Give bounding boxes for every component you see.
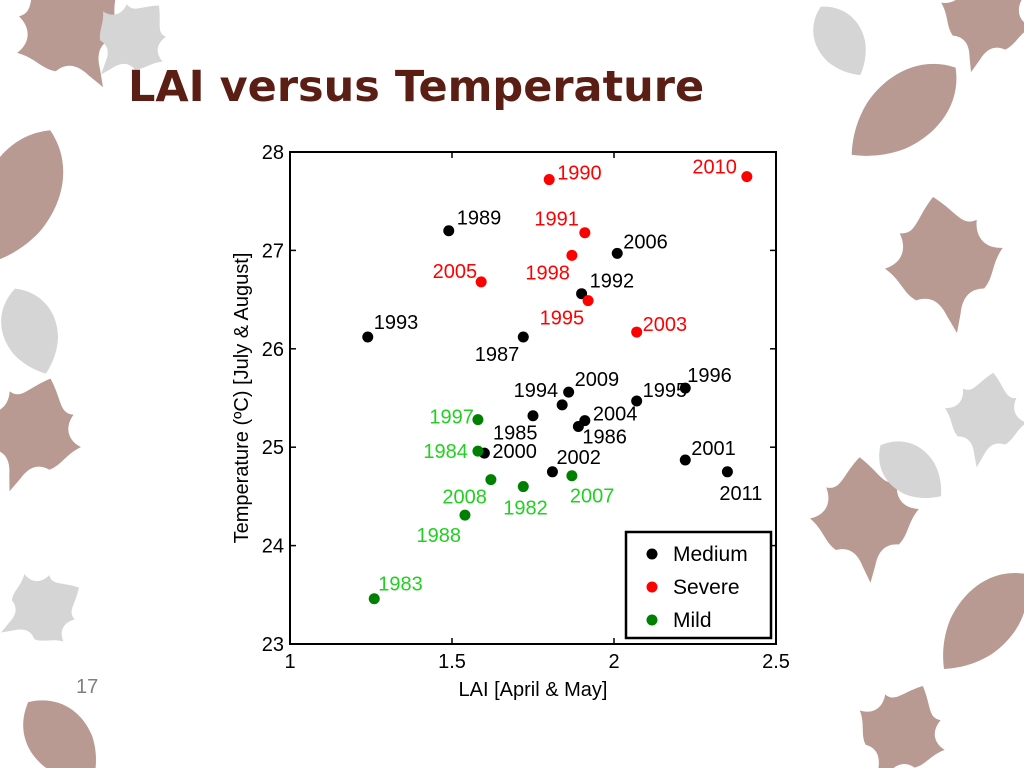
- leaf-decoration: [834, 666, 966, 768]
- point-label: 1994: [514, 380, 559, 402]
- point-label: 2001: [691, 438, 736, 460]
- legend-entry: Severe: [673, 576, 740, 599]
- leaf-decoration: [920, 554, 1024, 689]
- data-point: [679, 382, 691, 394]
- point-label: 2004: [593, 404, 638, 426]
- point-label: 1991: [534, 209, 579, 231]
- data-point: [517, 331, 529, 343]
- point-label: 1985: [493, 423, 538, 445]
- data-point: [362, 331, 374, 343]
- y-tick-label: 27: [262, 240, 284, 262]
- point-label: 2010: [692, 157, 737, 179]
- y-tick-label: 26: [262, 339, 284, 361]
- slide-title: LAI versus Temperature: [128, 62, 705, 112]
- data-point: [631, 395, 643, 407]
- data-point: [582, 295, 594, 307]
- slide-number: 17: [76, 676, 99, 698]
- data-point: [527, 410, 539, 422]
- data-point: [459, 509, 471, 521]
- point-label: 1989: [457, 208, 502, 230]
- data-point: [679, 454, 691, 466]
- y-tick-label: 28: [262, 142, 284, 164]
- leaf-decoration: [874, 186, 1016, 344]
- legend-marker: [646, 548, 658, 560]
- leaf-decoration: [4, 682, 117, 768]
- point-label: 1993: [374, 312, 419, 334]
- data-point: [566, 470, 578, 482]
- point-label: 2011: [719, 483, 762, 505]
- scatter-chart: 1 1.5 2 2.5 23 24 25 26 27 28 LAI [April & May] Tem…: [231, 142, 790, 701]
- point-label: 1992: [590, 271, 635, 293]
- data-point: [472, 445, 484, 457]
- leaf-decoration: [0, 553, 99, 667]
- legend-entry: Mild: [673, 609, 712, 632]
- y-axis-label: Temperature (ºC) [July & August]: [231, 253, 253, 544]
- point-label: 1995: [540, 308, 585, 330]
- point-label: 2009: [575, 369, 620, 391]
- y-tick-label: 25: [262, 437, 284, 459]
- legend-entry: Medium: [673, 543, 748, 566]
- data-point: [611, 247, 623, 259]
- data-point: [563, 386, 575, 398]
- point-label: 1997: [429, 407, 474, 429]
- data-point: [721, 466, 733, 478]
- point-label: 1984: [423, 441, 468, 463]
- x-tick-label: 1.5: [438, 651, 466, 673]
- data-point: [472, 414, 484, 426]
- point-label: 2003: [643, 314, 688, 336]
- leaf-decoration: [0, 279, 72, 383]
- leaf-decoration: [935, 365, 1024, 475]
- leaf-decoration: [0, 360, 100, 510]
- data-point: [368, 593, 380, 605]
- x-tick-label: 1: [284, 651, 295, 673]
- point-label: 1990: [557, 163, 602, 185]
- point-label: 1996: [687, 365, 732, 387]
- data-point: [517, 481, 529, 493]
- y-tick-label: 24: [262, 536, 284, 558]
- point-label: 1982: [503, 498, 548, 520]
- point-label: 2000: [492, 441, 537, 463]
- point-label: 2005: [433, 261, 478, 283]
- data-point: [579, 227, 591, 239]
- leaf-decoration: [0, 114, 84, 280]
- leaf-decoration: [800, 0, 881, 87]
- point-label: 1983: [378, 574, 423, 596]
- chart-panel: 1 1.5 2 2.5 23 24 25 26 27 28 LAI [April & May] Tem…: [226, 130, 806, 715]
- point-label: 2008: [442, 487, 487, 509]
- data-point: [631, 326, 643, 338]
- x-axis-label: LAI [April & May]: [459, 679, 608, 701]
- x-tick-label: 2.5: [762, 651, 790, 673]
- x-tick-label: 2: [608, 651, 619, 673]
- data-point: [576, 288, 588, 300]
- data-point: [572, 421, 584, 433]
- point-label: 2002: [556, 447, 601, 469]
- y-tick-label: 23: [262, 634, 284, 656]
- point-label: 1986: [582, 427, 627, 449]
- data-point: [485, 474, 497, 486]
- point-label: 1988: [416, 525, 461, 547]
- point-label: 2006: [623, 231, 668, 253]
- point-label: 1995: [643, 380, 688, 402]
- data-point: [556, 399, 568, 411]
- point-label: 2007: [570, 486, 615, 508]
- data-point: [543, 174, 555, 186]
- data-point: [741, 171, 753, 183]
- data-point: [566, 249, 578, 261]
- legend-marker: [646, 581, 658, 593]
- point-label: 1987: [475, 344, 520, 366]
- data-point: [546, 466, 558, 478]
- point-label: 1998: [525, 262, 570, 284]
- legend-marker: [646, 614, 658, 626]
- data-point: [475, 276, 487, 288]
- data-point: [443, 225, 455, 237]
